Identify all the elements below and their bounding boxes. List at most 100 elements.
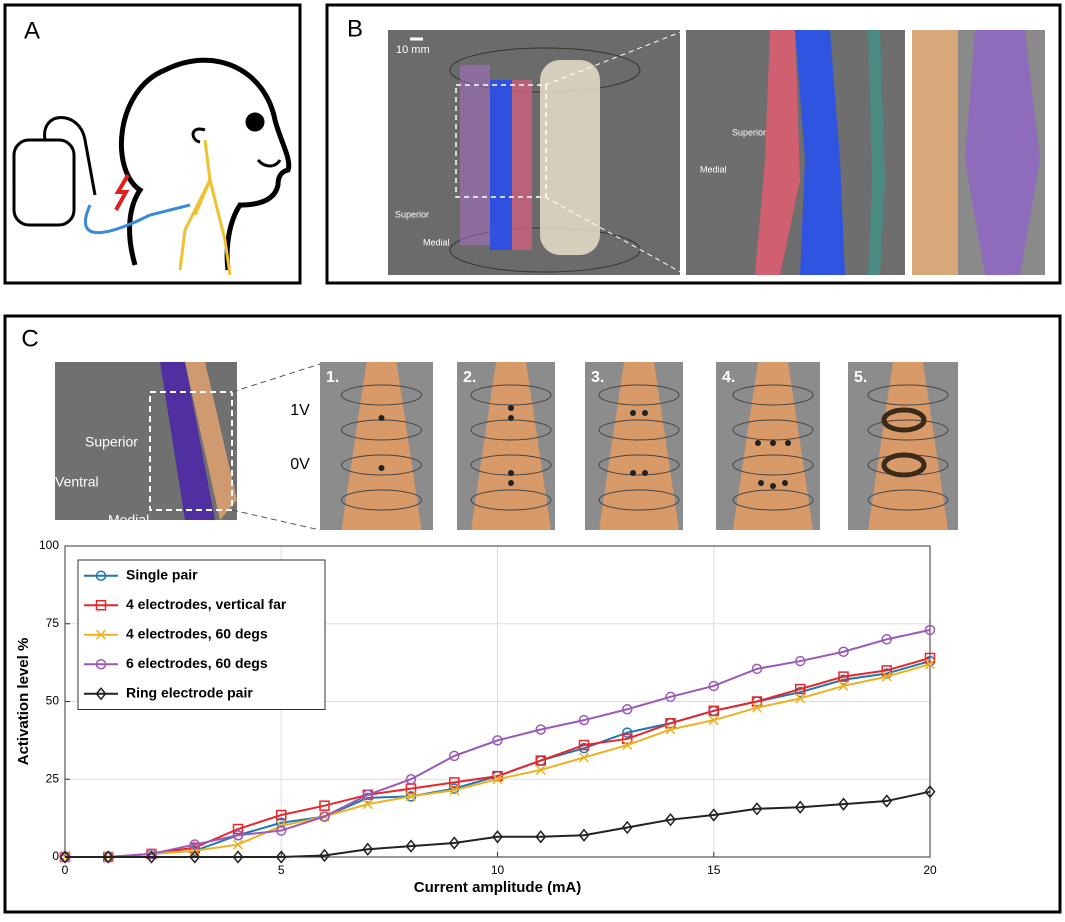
point [535,764,546,775]
annotation: Medial [700,164,727,174]
electrode [642,410,648,416]
render-shape [598,419,680,441]
render-shape [732,454,814,476]
point [924,785,936,799]
point [838,680,849,691]
point [449,785,460,796]
render-shape [868,30,885,275]
render-shape [867,384,949,406]
electrode [508,405,514,411]
x-tick-label: 15 [707,863,721,877]
electrode [770,483,776,489]
point [795,693,806,704]
point [492,770,503,782]
y-axis-label: Activation level % [15,638,32,766]
chart: 0 25 50 75 100 0 5 10 15 20 Current amplitude (mA)… [15,538,937,896]
point [95,629,107,640]
config-label: 2. [463,369,476,386]
point [665,724,676,735]
point [794,800,806,814]
point [881,671,892,682]
render-shape [512,80,532,250]
point [449,777,460,788]
render-shape [490,80,512,250]
spark [114,173,130,211]
point [665,691,676,703]
y-tick-label: 75 [46,616,60,630]
series-line [65,628,931,858]
legend-label: Single pair [126,566,198,582]
panel-label: A [24,17,40,44]
point [708,715,719,726]
point [881,794,893,808]
point [102,850,114,864]
config-label: 4. [722,369,735,386]
render-shape [732,384,814,406]
render-shape [965,30,1040,275]
render-shape [867,489,949,511]
point [319,848,330,863]
point [751,663,763,675]
point [924,659,936,670]
zoom-line [544,29,687,86]
electrode [782,480,788,486]
electrode [642,470,648,476]
point [708,705,719,717]
point [881,634,892,645]
point [838,646,849,657]
point [838,797,849,811]
legend-label: 4 electrodes, vertical far [126,596,287,612]
render-shape [598,454,680,476]
zoom-line [231,509,321,531]
point [881,665,892,676]
render-shape [160,362,215,520]
annotation: 10 mm [396,44,430,56]
panel-label: C [21,325,38,352]
point [189,839,200,850]
point [276,825,287,836]
render-shape [867,419,949,441]
zoom-box [455,84,547,198]
annotation: Superior [732,127,766,137]
point [449,750,460,762]
point [59,850,71,864]
point [795,683,806,695]
electrode [755,440,761,446]
point [232,850,244,864]
electrode [758,480,764,486]
electrode [378,465,385,471]
x-tick-label: 20 [923,863,937,877]
annotation: Superior [85,434,138,450]
point [708,680,719,692]
point [146,848,157,860]
point [275,850,287,864]
render-shape [598,489,680,511]
config-label: 5. [854,369,867,386]
render-shape [460,65,490,245]
point [362,799,373,810]
point [95,570,107,581]
x-tick-label: 10 [491,863,505,877]
electrode [630,410,636,416]
electrode [630,470,636,476]
render-shape [912,30,958,275]
x-tick-label: 0 [62,863,69,877]
x-axis-label: Current amplitude (mA) [414,879,582,896]
point [535,724,546,735]
point [492,830,503,844]
electrode [770,440,776,446]
point [276,817,287,829]
point [708,808,720,822]
point [448,836,460,850]
series-line [65,790,931,858]
point [665,718,676,729]
point [751,802,763,816]
point [795,655,806,667]
point [276,809,287,821]
y-tick-label: 100 [39,538,59,552]
render-shape [598,384,680,406]
point [95,659,107,670]
point [535,755,546,766]
illustration [12,57,292,271]
electrode [508,415,514,421]
